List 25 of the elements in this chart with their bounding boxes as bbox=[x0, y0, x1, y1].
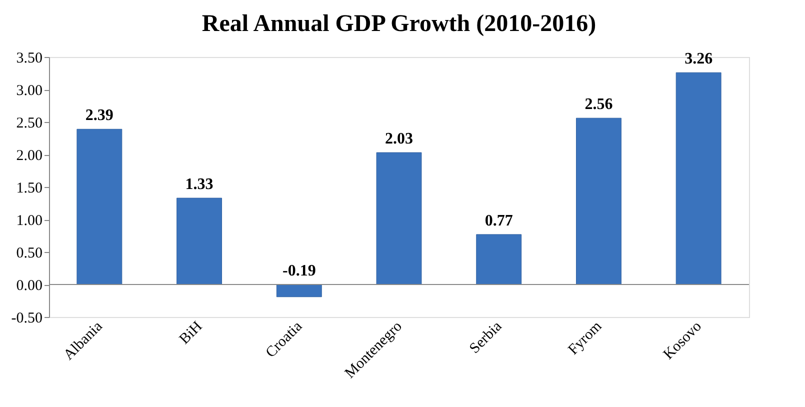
y-tick-label: 1.00 bbox=[16, 213, 42, 229]
y-tick-label: 3.50 bbox=[16, 50, 42, 66]
bar bbox=[276, 284, 322, 298]
data-label: 2.56 bbox=[584, 96, 613, 114]
y-tick-label: -0.50 bbox=[11, 310, 42, 326]
y-tick-label: 1.50 bbox=[16, 180, 42, 196]
bar bbox=[376, 152, 422, 285]
data-label: -0.19 bbox=[282, 262, 316, 280]
y-tick-label: 0.50 bbox=[16, 246, 42, 262]
data-label: 1.33 bbox=[185, 176, 214, 194]
y-tick-label: 3.00 bbox=[16, 83, 42, 99]
bar bbox=[576, 118, 622, 285]
x-tick-label: BiH bbox=[176, 318, 206, 348]
y-tick-label: 0.00 bbox=[16, 278, 42, 294]
bar bbox=[676, 72, 722, 285]
y-tick-label: 2.50 bbox=[16, 116, 42, 132]
data-label: 2.03 bbox=[385, 130, 413, 148]
data-label: 2.39 bbox=[85, 107, 114, 124]
data-label: 0.77 bbox=[484, 212, 513, 230]
bar bbox=[176, 198, 222, 285]
chart-title: Real Annual GDP Growth (2010-2016) bbox=[202, 11, 596, 37]
data-label: 3.26 bbox=[684, 50, 713, 68]
bar bbox=[76, 128, 122, 285]
y-tick-label: 2.00 bbox=[16, 148, 42, 164]
bar bbox=[476, 234, 522, 285]
